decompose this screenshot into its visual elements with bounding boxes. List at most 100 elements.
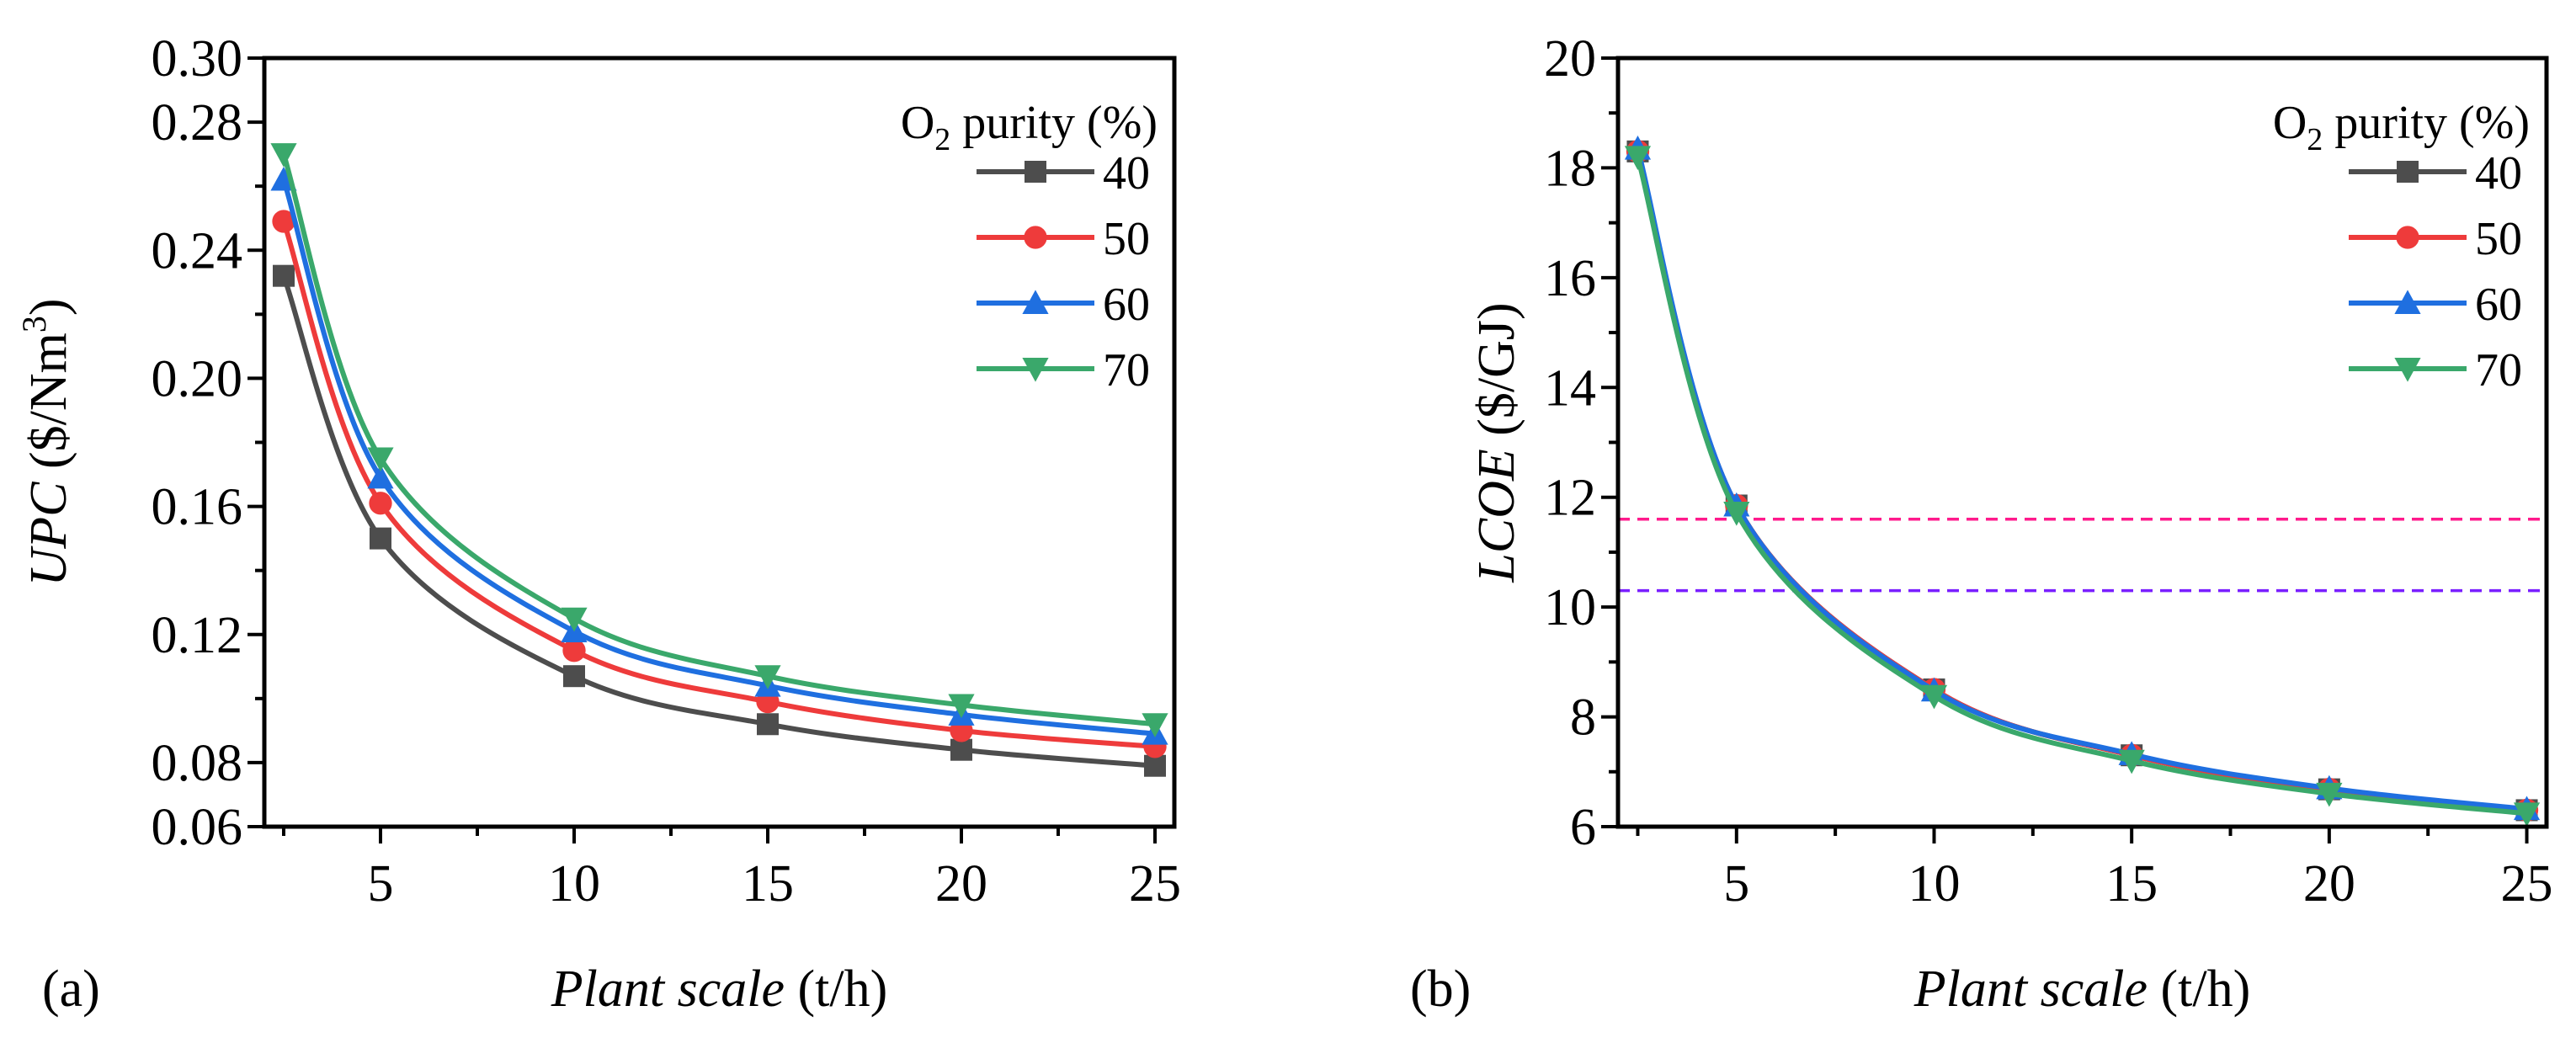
legend-label-40: 40 (2475, 147, 2522, 200)
legend-marker-50 (2396, 226, 2419, 249)
x-tick-label: 5 (1723, 855, 1749, 913)
y-axis-label-unit: ($/GJ) (1468, 302, 1525, 449)
series-line-60 (1635, 147, 2527, 812)
legend-label-60: 60 (1103, 279, 1150, 331)
data-point-50-1 (369, 492, 392, 515)
legend-title-o: O (901, 97, 934, 149)
y-tick-label: 14 (1544, 359, 1596, 417)
x-axis-label: Plant scale (t/h) (551, 961, 887, 1018)
data-point-70-1 (367, 447, 394, 472)
y-axis-label-close: ) (20, 298, 77, 316)
legend-label-50: 50 (1103, 213, 1150, 265)
y-tick-label: 0.20 (152, 350, 243, 407)
panel-label: (a) (42, 961, 100, 1018)
x-tick-label: 15 (742, 855, 794, 913)
data-point-40-2 (563, 665, 585, 688)
y-tick-label: 0.06 (152, 799, 243, 856)
series-line-40 (281, 274, 1156, 769)
x-tick-label: 25 (2501, 855, 2553, 913)
data-point-50-0 (272, 210, 295, 233)
legend-label-60: 60 (2475, 279, 2522, 331)
data-point-70-1 (1723, 501, 1750, 526)
legend-title-rest: purity (%) (950, 97, 1158, 149)
x-tick-label: 15 (2105, 855, 2158, 913)
data-point-70-3 (754, 665, 781, 689)
legend-title: O2 purity (%) (901, 97, 1158, 157)
data-point-70-5 (2513, 802, 2541, 827)
y-tick-label: 18 (1544, 140, 1596, 197)
legend-label-70: 70 (2475, 344, 2522, 396)
data-point-70-0 (1624, 146, 1652, 170)
panel-a: 5 10 15 20 25 0.06 0.08 0.12 0.16 0.20 0.24 0.28 0.3… (15, 30, 1181, 1018)
y-axis-label-name: UPC (20, 482, 77, 587)
legend-marker-70 (2394, 358, 2421, 382)
series-line-40 (1635, 151, 2527, 813)
data-point-70-4 (2316, 782, 2343, 807)
y-tick-label: 0.28 (152, 94, 243, 152)
y-tick-label: 20 (1544, 30, 1596, 88)
data-point-40-3 (757, 713, 779, 736)
data-point-60-1 (367, 464, 394, 489)
x-tick-label: 5 (368, 855, 394, 913)
series-line-50 (1635, 151, 2527, 813)
legend-marker-50 (1024, 226, 1047, 249)
y-tick-label: 10 (1544, 579, 1596, 636)
y-tick-label: 6 (1570, 799, 1596, 856)
series-line-70 (281, 153, 1156, 727)
data-point-70-0 (270, 143, 297, 168)
panel-label: (b) (1410, 961, 1471, 1018)
legend-marker-60 (2394, 290, 2421, 314)
data-point-70-3 (2118, 749, 2145, 774)
legend: O2 purity (%)40 50 60 70 (901, 97, 1158, 396)
legend-marker-60 (1022, 290, 1049, 314)
data-point-70-4 (948, 694, 975, 719)
legend-marker-40 (2397, 161, 2419, 183)
legend-title-subscript: 2 (2307, 122, 2323, 157)
x-tick-label: 20 (935, 855, 987, 913)
x-axis-label: Plant scale (t/h) (1913, 961, 2250, 1018)
legend-marker-70 (1022, 358, 1049, 382)
series-line-70 (1635, 156, 2527, 817)
x-tick-label: 20 (2303, 855, 2355, 913)
data-point-40-1 (370, 527, 391, 550)
legend-title: O2 purity (%) (2273, 97, 2530, 157)
legend-label-70: 70 (1103, 344, 1150, 396)
series-line-60 (281, 178, 1156, 737)
legend-title-o: O (2273, 97, 2307, 149)
y-tick-label: 0.12 (152, 607, 243, 664)
x-axis-label-name: Plant scale (1913, 961, 2148, 1018)
y-axis-label: LCOE ($/GJ) (1468, 302, 1525, 583)
data-point-70-5 (1142, 713, 1168, 737)
x-axis-label-name: Plant scale (551, 961, 785, 1018)
data-point-40-4 (950, 738, 972, 761)
data-point-40-5 (1144, 754, 1166, 777)
y-tick-label: 0.08 (152, 735, 243, 792)
legend-title-rest: purity (%) (2323, 97, 2530, 149)
y-tick-label: 0.24 (152, 222, 243, 279)
y-axis-label-name: LCOE (1468, 449, 1525, 583)
legend-title-subscript: 2 (934, 122, 950, 157)
x-tick-label: 25 (1129, 855, 1181, 913)
y-axis-label-superscript: 3 (15, 316, 53, 333)
y-tick-label: 12 (1544, 470, 1596, 527)
x-tick-label: 10 (1908, 855, 1960, 913)
data-point-40-0 (273, 264, 295, 287)
data-point-50-2 (562, 639, 586, 663)
data-point-70-2 (1920, 684, 1948, 710)
x-tick-label: 10 (548, 855, 600, 913)
x-axis-label-unit: (t/h) (785, 961, 887, 1018)
y-tick-label: 16 (1544, 250, 1596, 307)
y-axis-label: UPC ($/Nm3) (15, 298, 77, 586)
legend-label-40: 40 (1103, 147, 1150, 200)
legend-marker-40 (1025, 161, 1046, 183)
legend: O2 purity (%)40 50 60 70 (2273, 97, 2530, 396)
y-tick-label: 0.30 (152, 30, 243, 88)
y-axis-label-unit: ($/Nm (20, 333, 77, 482)
y-tick-label: 8 (1570, 689, 1596, 747)
panel-b: 5 10 15 20 25 6 8 10 12 14 16 18 20 Plant scale (t/h)… (1410, 30, 2553, 1018)
legend-label-50: 50 (2475, 213, 2522, 265)
data-point-70-2 (561, 607, 588, 632)
y-tick-label: 0.16 (152, 479, 243, 536)
series-line-50 (281, 221, 1156, 749)
